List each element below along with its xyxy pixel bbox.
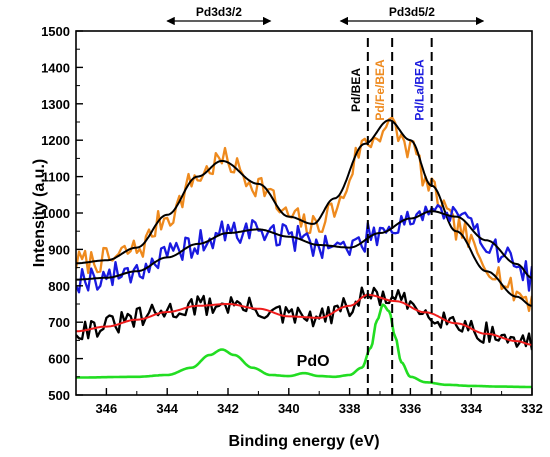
- reference-lines: Pd/BEA Pd/Fe/BEA Pd/La/BEA: [349, 38, 433, 395]
- series-layer: [76, 116, 532, 389]
- x-axis-label: Binding energy (eV): [228, 433, 379, 450]
- annotations: Pd3d3/2 Pd3d5/2 PdO: [166, 5, 485, 370]
- x-tick-label: 344: [156, 401, 178, 416]
- y-tick-label: 1200: [41, 133, 70, 148]
- y-tick-label: 1100: [42, 170, 70, 185]
- x-axis-ticks: 346 344 342 340 338 336 334 332: [96, 388, 543, 416]
- raw-series-line: [76, 204, 532, 294]
- fit-series-line: [76, 119, 532, 307]
- raw-series-line: [76, 116, 532, 313]
- y-tick-label: 800: [48, 279, 70, 294]
- y-axis-ticks: 500 600 700 800 900 1000 1100 1200 1300 1400 1500: [41, 24, 83, 403]
- x-tick-label: 338: [339, 401, 361, 416]
- x-tick-label: 342: [217, 401, 239, 416]
- y-tick-label: 1500: [41, 24, 70, 39]
- vertical-line-label: Pd/La/BEA: [413, 59, 427, 121]
- vertical-line-label: Pd/Fe/BEA: [373, 59, 387, 121]
- pdo-label: PdO: [297, 353, 330, 370]
- pdo-reference-line: [76, 303, 532, 389]
- x-tick-label: 332: [521, 401, 543, 416]
- x-tick-label: 336: [400, 401, 422, 416]
- x-tick-label: 334: [460, 401, 482, 416]
- y-axis-label: Intensity (a.u.): [31, 159, 48, 267]
- y-tick-label: 700: [48, 315, 70, 330]
- y-tick-label: 1000: [41, 206, 70, 221]
- y-tick-label: 1400: [41, 60, 70, 75]
- y-tick-label: 600: [48, 352, 70, 367]
- fit-series-line: [76, 210, 532, 281]
- y-tick-label: 1300: [41, 97, 70, 112]
- pd3d52-label: Pd3d5/2: [389, 5, 435, 19]
- x-tick-label: 340: [278, 401, 300, 416]
- pd3d32-label: Pd3d3/2: [196, 5, 242, 19]
- y-tick-label: 900: [48, 242, 70, 257]
- raw-series-line: [76, 286, 532, 351]
- vertical-line-label: Pd/BEA: [349, 68, 363, 112]
- y-tick-label: 500: [48, 388, 70, 403]
- fit-series-line: [76, 293, 532, 346]
- x-tick-label: 346: [96, 401, 118, 416]
